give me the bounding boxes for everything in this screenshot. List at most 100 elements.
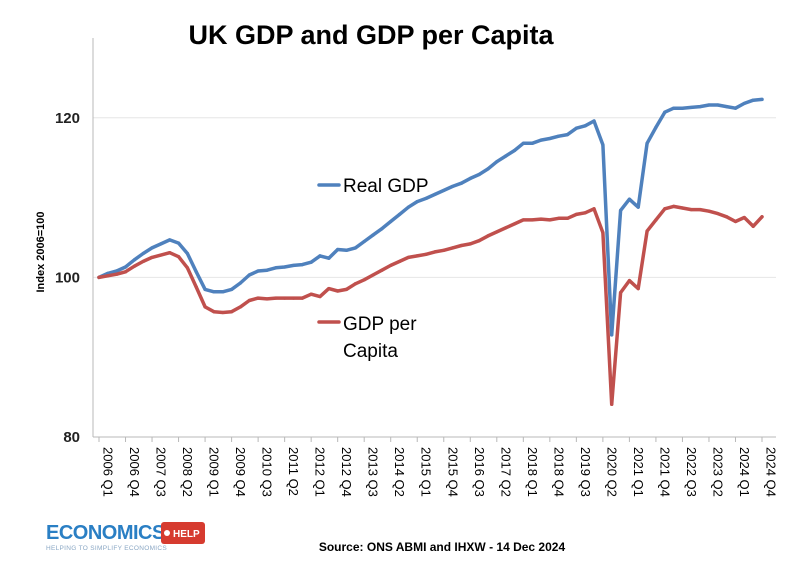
data-point (247, 273, 251, 277)
logo-dot-icon (164, 530, 170, 536)
data-point (194, 285, 198, 289)
data-point (521, 141, 525, 145)
data-point (176, 241, 181, 245)
data-point (141, 251, 145, 256)
data-point (601, 143, 605, 147)
data-point (150, 246, 154, 250)
data-point (397, 212, 402, 216)
x-tick-label: 2016 Q3 (472, 447, 487, 497)
logo-badge-text: HELP (173, 529, 200, 540)
data-point (221, 290, 225, 294)
data-point (300, 296, 304, 300)
economics-help-logo[interactable]: ECONOMICS HELP HELPING TO SIMPLIFY ECONO… (46, 522, 205, 552)
data-point (397, 259, 402, 264)
data-point (760, 215, 764, 219)
x-tick-label: 2024 Q4 (764, 447, 779, 497)
data-point (725, 105, 729, 109)
data-point (344, 248, 349, 252)
data-point (707, 103, 711, 107)
data-point (574, 212, 578, 216)
data-point (203, 305, 207, 309)
data-point (132, 264, 136, 268)
data-point (336, 289, 340, 293)
x-tick-label: 2011 Q2 (286, 447, 301, 496)
data-point (300, 263, 304, 267)
data-point (504, 226, 508, 230)
data-point (486, 234, 490, 238)
data-point (168, 251, 172, 255)
data-point (380, 227, 384, 231)
x-tick-label: 2021 Q1 (631, 447, 646, 497)
data-point (680, 106, 685, 110)
y-tick-label: 120 (55, 110, 80, 127)
data-point (353, 246, 357, 250)
data-point (106, 274, 110, 278)
data-point (636, 286, 640, 291)
data-point (291, 263, 296, 268)
x-tick-label: 2022 Q3 (684, 447, 699, 497)
data-point (618, 208, 623, 212)
data-point (477, 172, 481, 177)
data-point (742, 215, 746, 220)
data-point (751, 224, 755, 228)
chart-title: UK GDP and GDP per Capita (188, 20, 554, 50)
x-tick-label: 2017 Q2 (498, 447, 513, 497)
x-tick-label: 2015 Q4 (445, 447, 460, 497)
data-point (176, 255, 181, 259)
x-tick-label: 2018 Q4 (551, 447, 566, 497)
data-point (451, 184, 455, 189)
data-point (150, 255, 154, 260)
data-point (521, 218, 525, 222)
data-point (256, 296, 260, 300)
data-point (203, 287, 207, 291)
data-point (318, 294, 322, 299)
x-tick-label: 2006 Q1 (101, 447, 116, 497)
data-point (601, 231, 605, 235)
source-note: Source: ONS ABMI and IHXW - 14 Dec 2024 (319, 540, 566, 554)
data-point (442, 188, 446, 193)
data-point (344, 287, 349, 291)
data-point (318, 254, 322, 258)
data-point (389, 219, 393, 224)
x-tick-label: 2021 Q4 (657, 447, 672, 497)
data-point (530, 218, 534, 222)
y-tick-label: 80 (63, 429, 80, 446)
data-point (291, 296, 296, 300)
data-point (433, 250, 437, 254)
x-tick-label: 2009 Q4 (233, 447, 248, 497)
data-point (733, 219, 738, 224)
data-point (583, 124, 587, 128)
data-point (230, 287, 234, 291)
data-point (415, 199, 419, 204)
x-tick-labels: 2006 Q1 2006 Q4 2007 Q3 2008 Q2 2009 Q1 2009 … (98, 437, 779, 497)
x-tick-label: 2008 Q2 (180, 447, 195, 497)
data-point (283, 265, 287, 269)
x-tick-label: 2006 Q4 (127, 447, 142, 497)
data-point (159, 253, 163, 257)
x-tick-label: 2009 Q1 (207, 447, 222, 497)
data-point (389, 263, 393, 268)
data-point (548, 218, 552, 222)
data-point (115, 269, 119, 273)
series-label: Real GDP (343, 176, 429, 197)
y-axis-label: Index 2006=100 (35, 211, 47, 292)
data-point (663, 110, 667, 114)
data-point (530, 141, 534, 145)
data-point (115, 272, 119, 276)
data-point (406, 205, 410, 209)
data-point (645, 229, 649, 233)
series-line-gdp-per-capita (97, 204, 764, 407)
data-point (672, 204, 676, 208)
data-point (132, 258, 136, 262)
data-point (751, 98, 755, 102)
data-point (212, 310, 216, 314)
data-point (627, 197, 632, 201)
x-tick-label: 2015 Q1 (419, 447, 434, 497)
data-point (468, 176, 472, 181)
data-point (362, 239, 366, 244)
data-point (185, 266, 189, 270)
series-points (97, 204, 764, 406)
series-label: Capita (343, 341, 398, 362)
data-point (459, 243, 464, 248)
data-point (557, 134, 561, 138)
